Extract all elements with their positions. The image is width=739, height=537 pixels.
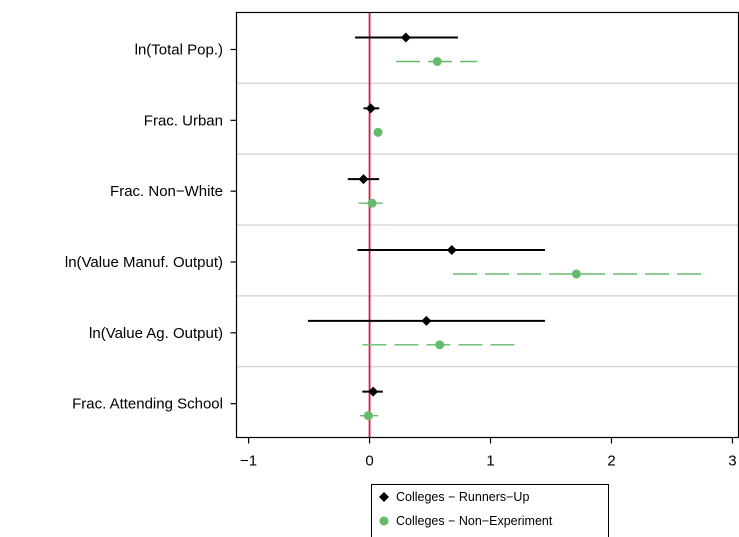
x-tick-label: −1	[240, 453, 257, 470]
legend-diamond-marker	[379, 492, 389, 502]
x-tick-label: 2	[607, 453, 615, 470]
legend: Colleges − Runners−Up Colleges − Non−Exp…	[371, 484, 609, 537]
legend-label-non-experiment: Colleges − Non−Experiment	[396, 514, 553, 528]
x-tick-label: 1	[486, 453, 494, 470]
y-axis-label: Frac. Attending School	[72, 396, 223, 413]
point-estimate-non-experiment	[432, 57, 442, 66]
point-estimate-runners-up	[446, 245, 457, 255]
x-tick-label: 0	[365, 453, 373, 470]
confidence-intervals	[307, 36, 703, 417]
point-estimate-runners-up	[358, 174, 369, 185]
grid-lines	[236, 82, 739, 368]
y-axis-label: Frac. Non−White	[110, 183, 223, 200]
legend-circle-marker	[379, 516, 389, 526]
legend-item-non-experiment: Colleges − Non−Experiment	[379, 514, 553, 528]
y-axis-label: ln(Value Ag. Output)	[89, 325, 223, 342]
point-estimate-non-experiment	[435, 340, 445, 350]
legend-label-runners-up: Colleges − Runners−Up	[396, 490, 529, 504]
legend-item-runners-up: Colleges − Runners−Up	[379, 490, 529, 504]
point-estimate-runners-up	[365, 103, 376, 114]
point-estimate-runners-up	[421, 315, 432, 326]
y-axis-labels: ln(Total Pop.) Frac. Urban Frac. Non−White…	[65, 42, 237, 413]
point-estimate-non-experiment	[363, 411, 373, 421]
y-axis-label: Frac. Urban	[144, 112, 223, 129]
legend-box	[371, 484, 609, 537]
x-tick-label: 3	[728, 453, 736, 470]
y-axis-label: ln(Total Pop.)	[135, 42, 223, 59]
point-estimate-runners-up	[400, 32, 411, 43]
point-estimates	[358, 32, 581, 421]
point-estimate-non-experiment	[367, 198, 377, 208]
point-estimate-non-experiment	[571, 269, 581, 279]
y-axis-label: ln(Value Manuf. Output)	[65, 254, 223, 271]
point-estimate-non-experiment	[373, 127, 383, 137]
point-estimate-runners-up	[368, 386, 379, 397]
x-axis: −1 0 1 2 3	[240, 437, 737, 470]
